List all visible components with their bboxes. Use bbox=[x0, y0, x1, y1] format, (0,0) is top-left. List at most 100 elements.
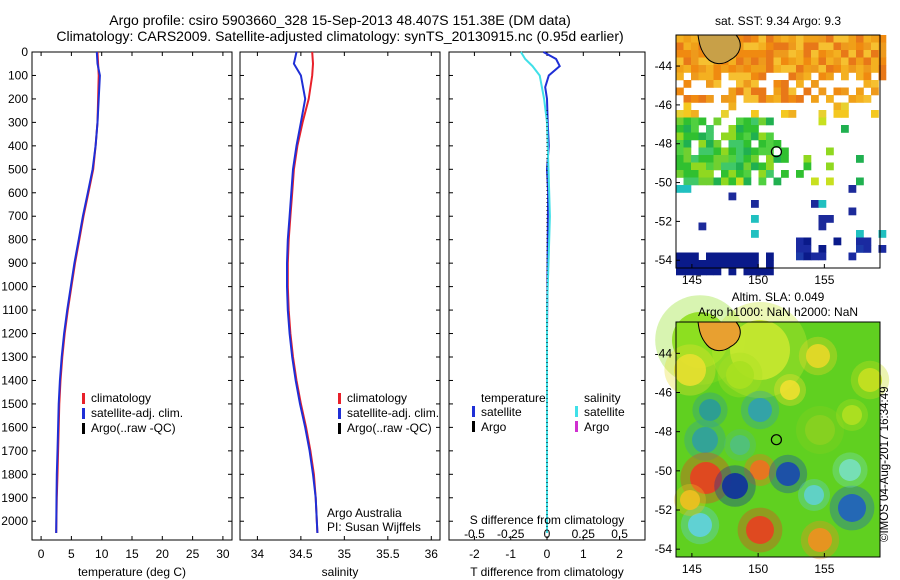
sst-cell bbox=[781, 95, 789, 103]
x-tick-label: 34.5 bbox=[289, 547, 313, 561]
sst-cell bbox=[683, 185, 692, 193]
sst-cell bbox=[683, 102, 692, 111]
sst-cell bbox=[683, 110, 692, 118]
depth-tick-label: 300 bbox=[8, 115, 28, 129]
sst-cell bbox=[706, 252, 714, 261]
sst-cell bbox=[773, 95, 782, 103]
map-frame-0 bbox=[675, 34, 881, 269]
sst-cell bbox=[818, 215, 827, 223]
sst-cell bbox=[811, 42, 819, 51]
sst-cell bbox=[788, 110, 797, 118]
salinity-diff-label: S difference from climatology bbox=[470, 513, 625, 527]
sst-cell bbox=[751, 95, 759, 103]
sst-cell bbox=[713, 155, 722, 163]
sst-cell bbox=[803, 42, 812, 51]
legend-s-heading: salinity bbox=[584, 391, 621, 405]
sst-cell bbox=[766, 42, 774, 51]
sst-cell bbox=[743, 117, 752, 126]
sst-cell bbox=[833, 110, 842, 118]
sst-cell bbox=[796, 252, 804, 261]
sst-cell bbox=[713, 117, 722, 126]
title-line-1: Argo profile: csiro 5903660_328 15-Sep-2… bbox=[109, 12, 571, 28]
sst-cell bbox=[856, 50, 864, 58]
sst-cell bbox=[751, 260, 759, 268]
x-axis-label: temperature (deg C) bbox=[78, 565, 186, 579]
sst-cell bbox=[871, 110, 879, 118]
map-x-tick-label: 155 bbox=[814, 273, 834, 287]
sst-cell bbox=[698, 155, 707, 163]
map-x-tick-label: 150 bbox=[748, 273, 768, 287]
sst-cell bbox=[766, 267, 774, 276]
sst-cell bbox=[871, 35, 879, 43]
sst-map-cells bbox=[676, 35, 887, 276]
sst-cell bbox=[826, 147, 834, 156]
sst-cell bbox=[833, 57, 842, 66]
sst-cell bbox=[758, 170, 767, 178]
sst-cell bbox=[683, 162, 692, 171]
sst-cell bbox=[818, 72, 827, 81]
sst-cell bbox=[676, 117, 684, 126]
x-tick-label: 25 bbox=[186, 547, 200, 561]
sst-cell bbox=[856, 87, 864, 96]
legend-swatch-1-2 bbox=[338, 423, 341, 434]
sst-cell bbox=[811, 80, 819, 88]
sst-cell bbox=[803, 252, 812, 261]
sst-cell bbox=[683, 252, 692, 261]
sst-cell bbox=[856, 177, 864, 186]
map-y-tick-label: -44 bbox=[655, 59, 673, 73]
salinity-diff-tick: -0.25 bbox=[497, 527, 525, 541]
sst-cell bbox=[773, 140, 782, 148]
sst-cell bbox=[848, 35, 857, 43]
sst-cell bbox=[713, 65, 722, 73]
sst-cell bbox=[676, 147, 684, 156]
sst-cell bbox=[736, 155, 744, 163]
sst-cell bbox=[781, 155, 789, 163]
sst-cell bbox=[803, 87, 812, 96]
sst-cell bbox=[743, 147, 752, 156]
sst-cell bbox=[856, 95, 864, 103]
legend-s-argo: Argo bbox=[584, 420, 610, 434]
sst-cell bbox=[758, 267, 767, 276]
sst-cell bbox=[728, 57, 737, 66]
sst-cell bbox=[848, 50, 857, 58]
sst-cell bbox=[743, 132, 752, 141]
sst-cell bbox=[773, 50, 782, 58]
sst-cell bbox=[706, 95, 714, 103]
sst-cell bbox=[871, 87, 879, 96]
sst-cell bbox=[751, 72, 759, 81]
x-tick-label: 35.5 bbox=[376, 547, 400, 561]
sst-cell bbox=[878, 230, 887, 238]
sla-blob-15 bbox=[776, 462, 800, 486]
sst-cell bbox=[803, 65, 812, 73]
sst-cell bbox=[706, 65, 714, 73]
sst-cell bbox=[691, 65, 699, 73]
sst-cell bbox=[743, 267, 752, 276]
sst-cell bbox=[728, 267, 737, 276]
sst-cell bbox=[796, 72, 804, 81]
sst-cell bbox=[676, 260, 684, 268]
sst-cell bbox=[743, 170, 752, 178]
sst-cell bbox=[781, 50, 789, 58]
sst-cell bbox=[826, 177, 834, 186]
sst-cell bbox=[826, 65, 834, 73]
map-y-tick-label: -52 bbox=[655, 503, 673, 517]
sst-cell bbox=[826, 215, 834, 223]
sst-cell bbox=[691, 267, 699, 276]
sst-cell bbox=[766, 117, 774, 126]
sst-cell bbox=[676, 132, 684, 141]
sst-cell bbox=[721, 252, 729, 261]
sst-cell bbox=[818, 65, 827, 73]
sst-cell bbox=[691, 170, 699, 178]
sst-cell bbox=[841, 110, 849, 118]
sst-cell bbox=[766, 170, 774, 178]
sst-cell bbox=[878, 57, 887, 66]
legend-t-swatch-argo bbox=[472, 421, 475, 432]
sla-blob-20 bbox=[808, 528, 832, 552]
sst-cell bbox=[691, 35, 699, 43]
x-axis-label: salinity bbox=[322, 565, 359, 579]
sla-map-title-2: Argo h1000: NaN h2000: NaN bbox=[697, 305, 859, 319]
sst-cell bbox=[728, 170, 737, 178]
sst-cell bbox=[833, 237, 842, 246]
salinity-diff-tick: -0.5 bbox=[464, 527, 485, 541]
